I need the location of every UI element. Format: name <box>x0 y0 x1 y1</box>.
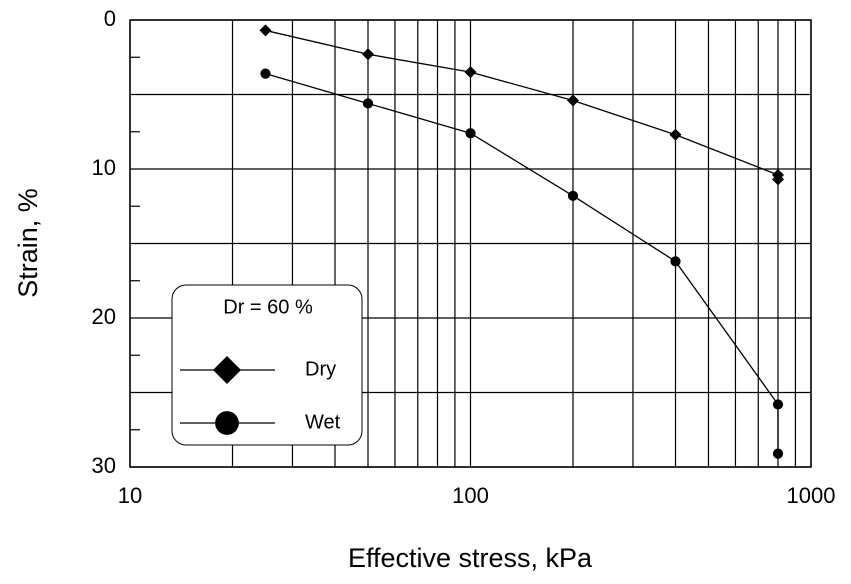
legend-label: Dry <box>305 358 336 380</box>
marker <box>772 399 784 410</box>
marker <box>464 66 477 79</box>
marker <box>215 411 239 435</box>
marker <box>361 48 374 61</box>
y-tick-label: 10 <box>92 155 116 180</box>
marker <box>260 68 271 79</box>
marker <box>213 356 241 384</box>
legend-title: Dr = 60 % <box>223 296 313 318</box>
x-tick-label: 10 <box>118 483 142 508</box>
marker <box>465 128 476 139</box>
x-tick-label: 100 <box>452 483 489 508</box>
marker <box>259 24 272 37</box>
marker <box>772 448 784 459</box>
legend-box <box>171 284 363 446</box>
plot-frame <box>129 19 812 468</box>
y-tick-label: 30 <box>92 453 116 478</box>
legend: Dr = 60 % Dry Wet <box>171 284 363 446</box>
marker <box>669 128 682 141</box>
marker <box>362 98 374 109</box>
marker <box>772 173 785 186</box>
x-tick-label: 1000 <box>787 483 836 508</box>
y-tick-label: 20 <box>92 304 116 329</box>
y-axis-label: Strain, % <box>13 188 43 298</box>
y-tick-label: 0 <box>104 6 116 31</box>
marker <box>567 94 580 107</box>
x-axis-label: Effective stress, kPa <box>348 543 593 573</box>
legend-label: Wet <box>305 411 341 433</box>
marker <box>670 256 681 267</box>
series-line <box>265 29 779 180</box>
marker <box>567 190 579 201</box>
